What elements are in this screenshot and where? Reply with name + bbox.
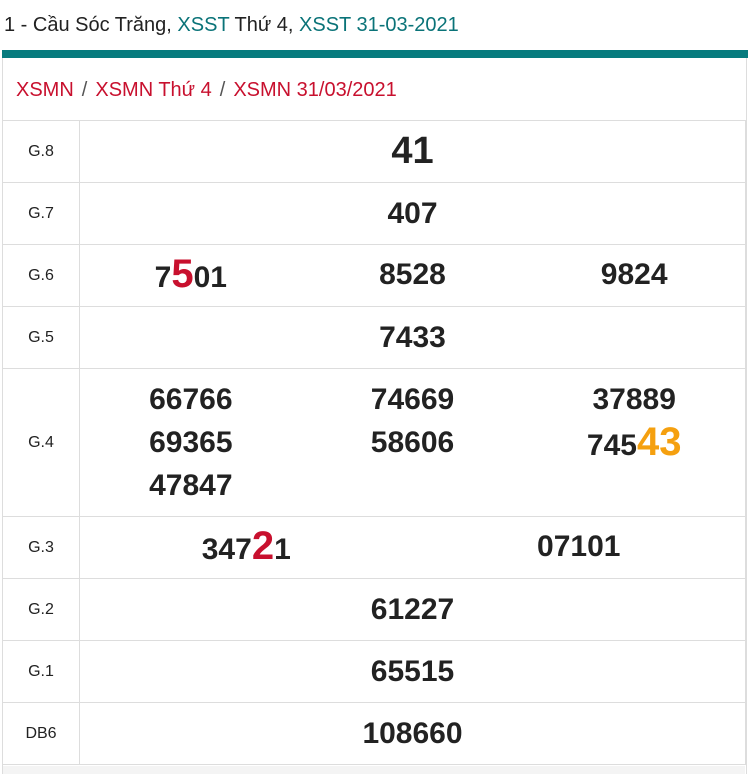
prize-label: G.6 (2, 244, 80, 307)
row-db: DB6 108660 (2, 702, 746, 765)
prize-number: 47847 (149, 469, 233, 502)
prize-number: 69365 (149, 426, 233, 459)
prize-number: 9824 (600, 257, 668, 291)
prize-number: 65515 (370, 655, 455, 688)
prize-number: 34721 (201, 523, 291, 568)
row-g5: G.5 7433 (2, 306, 746, 369)
row-g3: G.3 34721 07101 (2, 516, 746, 579)
prize-label: G.4 (2, 368, 80, 517)
row-g2: G.2 61227 (2, 578, 746, 641)
prize-label: G.8 (2, 120, 80, 183)
table-footer (3, 766, 745, 774)
prize-label: G.7 (2, 182, 80, 245)
prize-number: 07101 (537, 529, 621, 563)
prize-number: 58606 (370, 426, 455, 459)
prize-number: 7433 (379, 321, 446, 354)
row-g7: G.7 407 (2, 182, 746, 245)
prize-label: G.1 (2, 640, 80, 703)
row-g1: G.1 65515 (2, 640, 746, 703)
breadcrumb-xsmn-thu4[interactable]: XSMN Thứ 4 (95, 79, 212, 101)
prize-label: DB6 (2, 702, 80, 765)
prize-label: G.2 (2, 578, 80, 641)
prize-number: 8528 (379, 257, 446, 291)
results-table: G.8 41 G.7 407 G.6 7501 8528 9824 G.5 7433 … (2, 120, 746, 765)
xsst-link[interactable]: XSST (177, 14, 230, 36)
prize-number: 41 (391, 130, 434, 172)
heading-text: 1 - Cầu Sóc Trăng, (4, 14, 178, 36)
breadcrumb: XSMN / XSMN Thứ 4 / XSMN 31/03/2021 (16, 79, 397, 102)
prize-number: 7501 (154, 251, 227, 296)
prize-number: 407 (387, 197, 438, 230)
prize-number: 74543 (586, 420, 682, 464)
prize-label: G.5 (2, 306, 80, 369)
breadcrumb-xsmn[interactable]: XSMN (16, 79, 74, 101)
prize-number: 37889 (592, 383, 676, 416)
prize-number: 61227 (370, 593, 455, 626)
row-g4: G.4 66766 69365 47847 74669 58606 37889 7454… (2, 368, 746, 517)
page-heading: 1 - Cầu Sóc Trăng, XSST Thứ 4, XSST 31-0… (4, 14, 459, 37)
breadcrumb-xsmn-date[interactable]: XSMN 31/03/2021 (233, 79, 397, 101)
breadcrumb-separator: / (219, 79, 226, 101)
header-divider (2, 50, 748, 58)
breadcrumb-separator: / (81, 79, 88, 101)
prize-number: 66766 (149, 383, 233, 416)
heading-text: Thứ 4, (229, 14, 300, 36)
row-g8: G.8 41 (2, 120, 746, 183)
row-g6: G.6 7501 8528 9824 (2, 244, 746, 307)
special-prize-number: 108660 (362, 717, 463, 750)
prize-number: 74669 (370, 383, 455, 416)
prize-label: G.3 (2, 516, 80, 579)
xsst-date-link[interactable]: XSST 31-03-2021 (299, 14, 459, 36)
